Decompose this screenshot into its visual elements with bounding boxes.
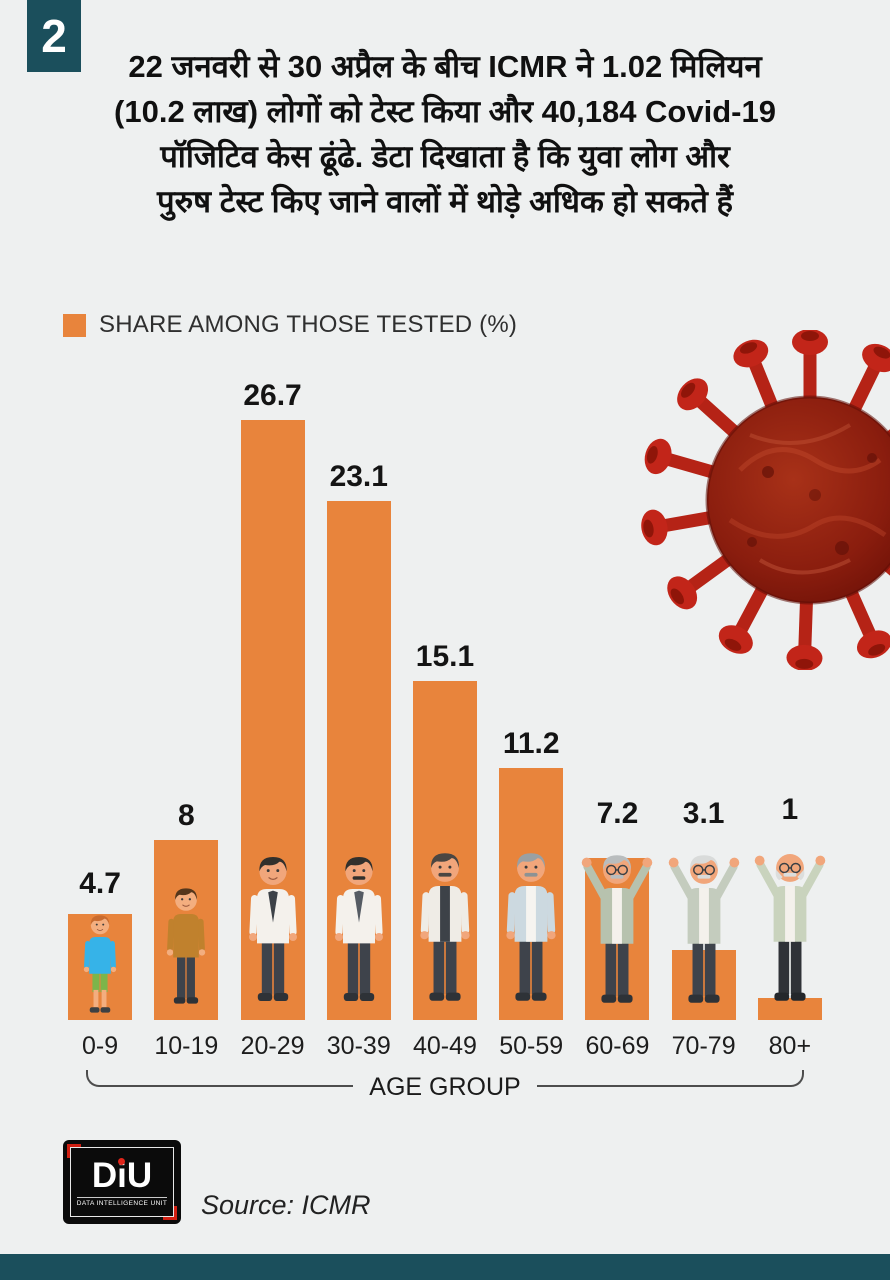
teen-boy-figure (154, 872, 218, 1020)
diu-logo-subtext: DATA INTELLIGENCE UNIT (76, 1196, 168, 1207)
bar-group-30-39: 23.1 30-39 (316, 380, 402, 1060)
logo-corner-accent (163, 1206, 177, 1220)
legend-label: SHARE AMONG THOSE TESTED (%) (99, 311, 518, 338)
diu-logo-frame: DiU DATA INTELLIGENCE UNIT (67, 1144, 177, 1220)
x-axis-bracket: AGE GROUP (86, 1070, 805, 1100)
bar-value-label-50-59: 11.2 (502, 727, 560, 760)
bottom-band (0, 1254, 890, 1280)
bar-value-label-10-19: 8 (177, 799, 195, 832)
bar-chart: 4.7 0-9 8 10-19 26.7 20-29 23.1 30-39 15.1 40-49 1… (57, 379, 833, 1060)
bar-value-label-40-49: 15.1 (415, 640, 475, 673)
bar-80+ (757, 998, 822, 1020)
x-tick-40-49: 40-49 (413, 1032, 477, 1060)
x-tick-0-9: 0-9 (82, 1032, 119, 1060)
source-text: Source: ICMR (201, 1190, 371, 1220)
headline-line: पॉजिटिव केस ढूंढे. डेटा दिखाता है कि युव… (160, 139, 730, 174)
bar-value-label-60-69: 7.2 (596, 797, 639, 830)
bar-70-79 (671, 950, 736, 1020)
x-tick-60-69: 60-69 (585, 1032, 650, 1060)
bracket-line (101, 1070, 354, 1087)
coronavirus-icon (640, 329, 890, 671)
diu-logo: DiU DATA INTELLIGENCE UNIT (63, 1140, 181, 1224)
senior-man-cheering-figure (576, 838, 658, 1020)
headline-line: पुरुष टेस्ट किए जाने वालों में थोड़े अधि… (157, 184, 733, 219)
young-man-figure (233, 838, 313, 1020)
x-tick-80+: 80+ (768, 1032, 812, 1060)
bracket-line (536, 1070, 790, 1087)
bar-value-label-20-29: 26.7 (243, 379, 302, 412)
slide-number-badge: 2 (27, 0, 81, 72)
bar-value-label-80+: 1 (781, 793, 799, 826)
headline-line: 22 जनवरी से 30 अप्रैल के बीच ICMR ने 1.0… (128, 49, 762, 84)
x-tick-10-19: 10-19 (154, 1032, 219, 1060)
bar-value-label-30-39: 23.1 (329, 460, 388, 493)
child-boy-figure (73, 908, 127, 1020)
bar-group-20-29: 26.7 20-29 (229, 379, 315, 1060)
bracket-left-hook (86, 1070, 101, 1087)
x-tick-50-59: 50-59 (499, 1032, 564, 1060)
x-axis-label: AGE GROUP (369, 1073, 521, 1101)
headline-line: (10.2 लाख) लोगों को टेस्ट किया और 40,184… (114, 94, 776, 129)
diu-logo-text: DiU (92, 1157, 152, 1193)
bar-group-40-49: 15.1 40-49 (402, 380, 488, 1060)
x-tick-70-79: 70-79 (671, 1032, 736, 1060)
elderly-man-cheering-figure (749, 834, 831, 1020)
bar-40-49 (412, 681, 477, 1020)
middle-aged-man-coat-figure (404, 834, 486, 1020)
bar-group-80+: 1 80+ (747, 380, 833, 1060)
bracket-right-hook (789, 1070, 805, 1087)
logo-corner-accent (67, 1144, 81, 1158)
chart-legend: SHARE AMONG THOSE TESTED (%) (63, 311, 517, 339)
bar-group-70-79: 3.1 70-79 (661, 380, 747, 1060)
x-tick-30-39: 30-39 (326, 1032, 391, 1060)
bar-group-60-69: 7.2 60-69 (574, 380, 660, 1060)
man-mustache-figure (319, 838, 399, 1020)
senior-man-glasses-cheering-figure (663, 838, 745, 1020)
bar-value-label-70-79: 3.1 (682, 797, 725, 830)
bar-group-0-9: 4.7 0-9 (57, 380, 143, 1060)
diu-logo-red-dot-icon (118, 1157, 125, 1165)
x-tick-20-29: 20-29 (240, 1032, 305, 1060)
bar-group-10-19: 8 10-19 (143, 380, 229, 1060)
legend-swatch-icon (63, 313, 86, 337)
bar-value-label-0-9: 4.7 (79, 867, 121, 900)
bar-group-50-59: 11.2 50-59 (488, 380, 574, 1060)
older-man-coat-figure (490, 834, 572, 1020)
headline: 22 जनवरी से 30 अप्रैल के बीच ICMR ने 1.0… (68, 44, 822, 224)
